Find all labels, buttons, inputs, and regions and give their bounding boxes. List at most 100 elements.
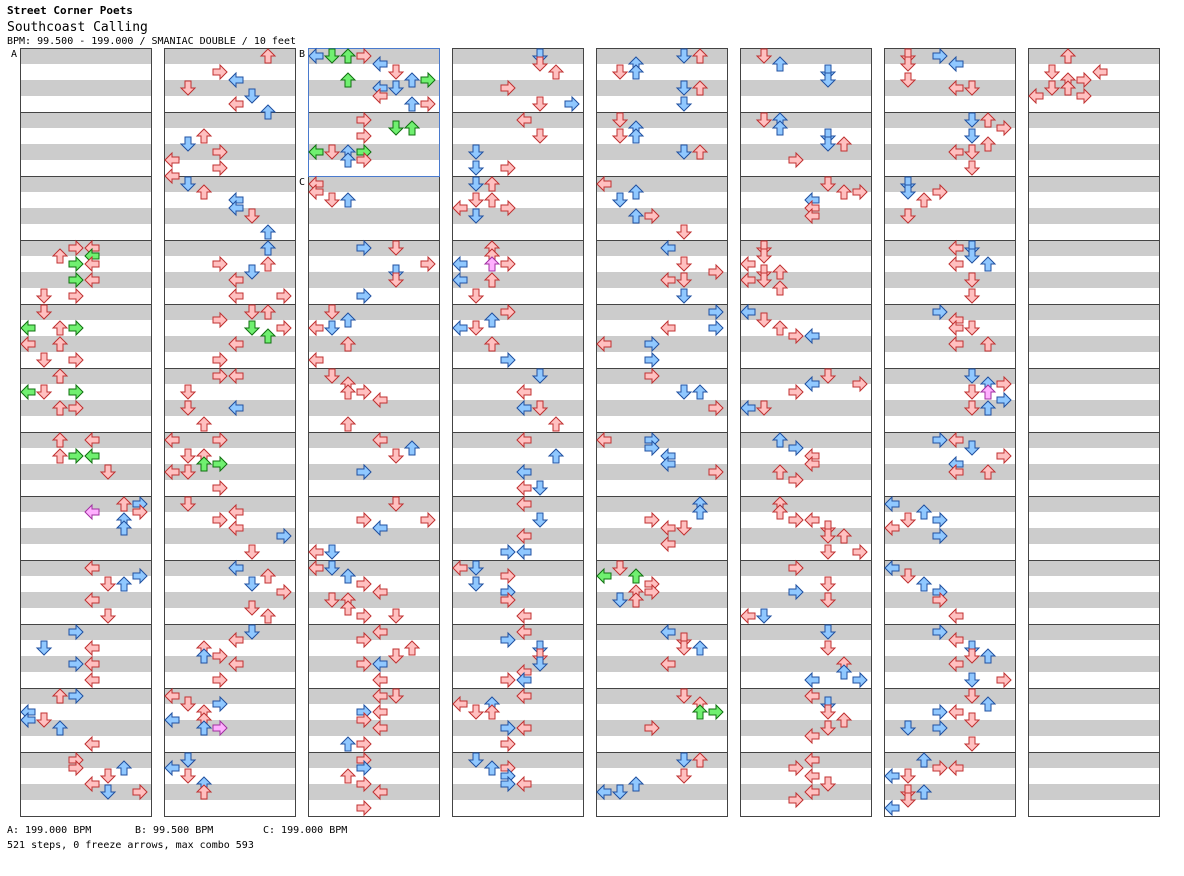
right-arrow-note [212, 63, 228, 81]
right-arrow-note [68, 255, 84, 273]
right-arrow-note [644, 719, 660, 737]
beat-stripe [740, 368, 872, 384]
left-arrow-note [84, 655, 100, 673]
up-arrow-note [627, 184, 645, 200]
right-arrow-note [564, 95, 580, 113]
right-arrow-note [356, 655, 372, 673]
left-arrow-note [452, 695, 468, 713]
left-arrow-note [804, 687, 820, 705]
up-arrow-note [771, 56, 789, 72]
beat-stripe [164, 112, 296, 128]
down-arrow-note [35, 288, 53, 304]
down-arrow-note [899, 568, 917, 584]
chart-column [164, 48, 296, 817]
beat-stripe [596, 368, 728, 384]
right-arrow-note [356, 575, 372, 593]
down-arrow-note [755, 112, 773, 128]
chart-column [308, 48, 440, 817]
beat-stripe [884, 752, 1016, 768]
down-arrow-note [531, 400, 549, 416]
up-arrow-note [259, 328, 277, 344]
beat-stripe [20, 112, 152, 128]
beat-stripe [164, 304, 296, 320]
up-arrow-note [51, 720, 69, 736]
down-arrow-note [243, 600, 261, 616]
section-marker: C [299, 177, 305, 188]
beat-stripe [740, 464, 872, 480]
up-arrow-note [483, 272, 501, 288]
left-arrow-note [804, 375, 820, 393]
up-arrow-note [979, 336, 997, 352]
up-arrow-note [339, 152, 357, 168]
down-arrow-note [179, 464, 197, 480]
left-arrow-note [884, 799, 900, 817]
beat-stripe [164, 752, 296, 768]
left-arrow-note [948, 335, 964, 353]
chart-column [740, 48, 872, 817]
down-arrow-note [899, 72, 917, 88]
down-arrow-note [819, 776, 837, 792]
left-arrow-note [596, 175, 612, 193]
up-arrow-note [835, 664, 853, 680]
down-arrow-note [387, 272, 405, 288]
beat-stripe [884, 304, 1016, 320]
left-arrow-note [308, 47, 324, 65]
left-arrow-note [372, 391, 388, 409]
beat-stripe [740, 272, 872, 288]
down-arrow-note [323, 592, 341, 608]
right-arrow-note [788, 383, 804, 401]
down-arrow-note [963, 272, 981, 288]
left-arrow-note [660, 535, 676, 553]
beat-stripe [452, 560, 584, 576]
up-arrow-note [259, 304, 277, 320]
right-arrow-note [68, 623, 84, 641]
beat-stripe [308, 144, 440, 160]
up-arrow-note [195, 128, 213, 144]
up-arrow-note [483, 192, 501, 208]
right-arrow-note [644, 583, 660, 601]
up-arrow-note [483, 256, 501, 272]
left-arrow-note [948, 55, 964, 73]
down-arrow-note [675, 48, 693, 64]
down-arrow-note [467, 176, 485, 192]
beat-stripe [740, 656, 872, 672]
beat-stripe [452, 368, 584, 384]
left-arrow-note [804, 455, 820, 473]
up-arrow-note [691, 640, 709, 656]
down-arrow-note [963, 112, 981, 128]
beat-stripe [20, 752, 152, 768]
left-arrow-note [660, 623, 676, 641]
right-arrow-note [132, 567, 148, 585]
down-arrow-note [899, 56, 917, 72]
right-arrow-note [276, 319, 292, 337]
up-arrow-note [547, 416, 565, 432]
right-arrow-note [68, 271, 84, 289]
up-arrow-note [771, 464, 789, 480]
beat-stripe [884, 48, 1016, 64]
down-arrow-note [611, 592, 629, 608]
right-arrow-note [356, 463, 372, 481]
left-arrow-note [228, 519, 244, 537]
down-arrow-note [323, 560, 341, 576]
up-arrow-note [979, 384, 997, 400]
left-arrow-note [452, 271, 468, 289]
chart-column [452, 48, 584, 817]
right-arrow-note [420, 511, 436, 529]
down-arrow-note [35, 352, 53, 368]
bpm-range: BPM: 99.500 - 199.000 [7, 36, 134, 47]
down-arrow-note [99, 608, 117, 624]
right-arrow-note [276, 527, 292, 545]
down-arrow-note [179, 448, 197, 464]
down-arrow-note [819, 368, 837, 384]
down-arrow-note [611, 64, 629, 80]
chart-column [884, 48, 1016, 817]
down-arrow-note [963, 288, 981, 304]
beat-stripe [740, 80, 872, 96]
down-arrow-note [387, 496, 405, 512]
right-arrow-note [212, 647, 228, 665]
beat-stripe [308, 48, 440, 64]
right-arrow-note [708, 263, 724, 281]
up-arrow-note [691, 80, 709, 96]
right-arrow-note [644, 511, 660, 529]
left-arrow-note [804, 751, 820, 769]
